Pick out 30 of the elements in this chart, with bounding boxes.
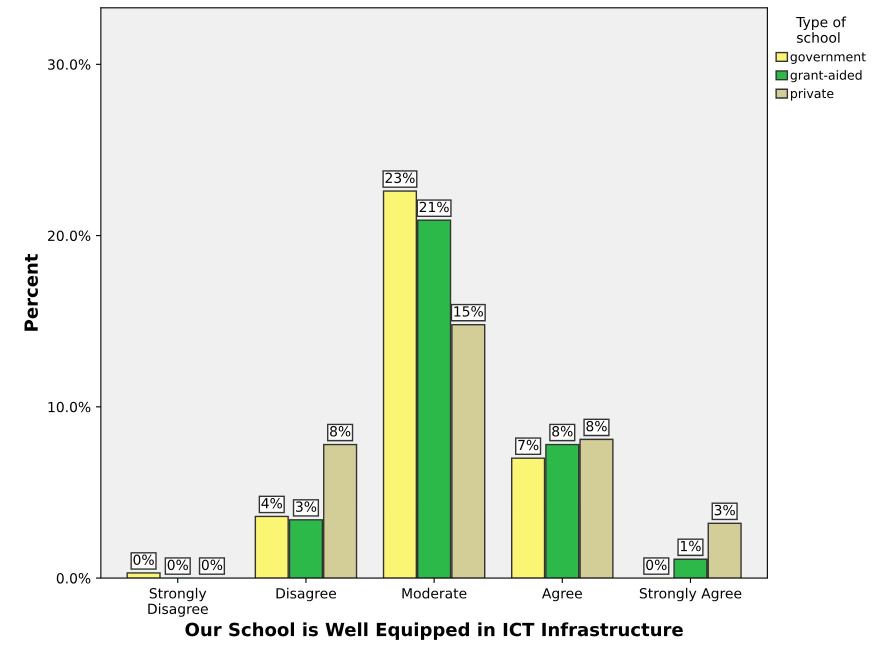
- data-label: 8%: [586, 420, 607, 432]
- data-label: 0%: [133, 554, 154, 565]
- data-label: 0%: [202, 560, 222, 570]
- y-axis-title: Percent: [24, 254, 38, 331]
- x-tick-label: Strongly Disagree: [148, 588, 208, 617]
- data-label: 8%: [330, 426, 350, 437]
- x-tick-label: Agree: [542, 588, 582, 602]
- data-label: 7%: [518, 440, 538, 450]
- data-label: 3%: [296, 501, 316, 512]
- data-label: 3%: [714, 504, 735, 516]
- x-tick-label: Disagree: [276, 588, 336, 602]
- data-label: 8%: [552, 426, 573, 437]
- data-label: 15%: [454, 306, 483, 317]
- data-label: 23%: [386, 172, 415, 184]
- x-axis-title: Our School is Well Equipped in ICT Infrastructure: [185, 622, 683, 640]
- y-tick-label: 20.0%: [48, 230, 90, 242]
- legend-label: government: [790, 52, 866, 64]
- x-tick-label: Moderate: [402, 588, 466, 599]
- data-label: 4%: [261, 498, 282, 508]
- y-tick-label: 10.0%: [48, 402, 90, 412]
- x-tick-label: Strongly Agree: [640, 588, 742, 602]
- y-tick-label: 0.0%: [56, 573, 90, 584]
- data-label: 21%: [420, 202, 449, 212]
- legend-label: private: [791, 88, 834, 101]
- y-tick-label: 30.0%: [48, 59, 90, 70]
- data-label: 1%: [680, 540, 701, 552]
- data-label: 0%: [646, 560, 667, 570]
- legend-label: grant-aided: [790, 70, 862, 82]
- legend-title: Type of school: [796, 16, 846, 43]
- data-label: 0%: [168, 560, 188, 570]
